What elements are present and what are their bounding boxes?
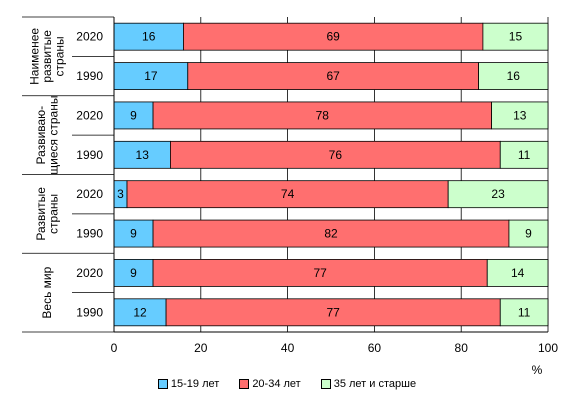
x-tick-label-60: 60 xyxy=(368,341,382,355)
year-label-g1-1990: 1990 xyxy=(76,148,103,162)
bar-g3-2020-s0 xyxy=(113,259,154,287)
legend-swatch-35-plus xyxy=(320,379,331,389)
year-label-g0-2020: 2020 xyxy=(76,30,103,44)
year-label-g1-2020: 2020 xyxy=(76,108,103,122)
data-label-g3-1990-s1: 77 xyxy=(326,305,340,319)
x-tick-label-100: 100 xyxy=(538,341,558,355)
data-label-g3-2020-s0: 9 xyxy=(130,266,137,280)
bar-g0-2020-s2 xyxy=(482,22,549,51)
data-label-g1-2020-s2: 13 xyxy=(513,108,527,122)
data-label-g1-2020-s0: 9 xyxy=(130,108,137,122)
legend-item-20-34: 20-34 лет xyxy=(239,376,301,392)
group-label-0-line-2: страны xyxy=(53,36,67,76)
group-label-3-line-0: Весь мир xyxy=(40,266,54,318)
data-label-g3-1990-s2: 11 xyxy=(518,305,531,319)
legend-label-15-19: 15-19 лет xyxy=(170,378,220,390)
bar-g2-1990-s0 xyxy=(113,219,154,248)
x-tick-label-40: 40 xyxy=(281,341,295,355)
data-label-g0-2020-s0: 16 xyxy=(142,30,156,44)
year-label-g3-2020: 2020 xyxy=(76,266,103,280)
group-label-1-line-1: щиеся страны xyxy=(46,96,60,175)
data-label-g3-2020-s2: 14 xyxy=(511,266,525,280)
x-tick-label-80: 80 xyxy=(455,341,469,355)
legend-label-20-34: 20-34 лет xyxy=(252,378,301,390)
bar-g0-1990-s0 xyxy=(113,62,189,90)
data-label-g2-2020-s0: 3 xyxy=(117,187,124,201)
bar-g1-2020-s1 xyxy=(152,101,492,130)
data-label-g1-1990-s2: 11 xyxy=(518,148,531,162)
bar-g2-1990-s2 xyxy=(508,219,549,248)
x-tick-label-20: 20 xyxy=(194,341,208,355)
group-label-1-line-0: Развиваю- xyxy=(34,106,48,165)
data-label-g1-1990-s1: 76 xyxy=(329,148,343,162)
legend: 15-19 лет 20-34 лет 35 лет и старше xyxy=(0,376,574,392)
bar-g2-2020-s1 xyxy=(126,180,449,209)
legend-label-35-plus: 35 лет и старше xyxy=(333,378,417,390)
x-tick-label-0: 0 xyxy=(111,341,118,355)
bar-g2-2020-s2 xyxy=(447,180,549,209)
year-label-g2-2020: 2020 xyxy=(76,187,103,201)
bar-g0-2020-s0 xyxy=(113,22,184,51)
bar-g2-1990-s1 xyxy=(152,219,510,248)
data-label-g2-2020-s1: 74 xyxy=(281,187,295,201)
data-label-g0-1990-s0: 17 xyxy=(144,69,158,83)
legend-swatch-15-19 xyxy=(157,379,168,389)
group-label-2-line-1: страны xyxy=(46,194,60,234)
bar-g3-2020-s1 xyxy=(152,259,488,287)
x-axis-unit-label: % xyxy=(532,363,543,377)
data-label-g0-1990-s1: 67 xyxy=(326,69,340,83)
bar-g1-2020-s0 xyxy=(113,101,154,130)
bar-g1-1990-s2 xyxy=(499,140,549,169)
data-label-g1-1990-s0: 13 xyxy=(136,148,150,162)
group-label-2-line-0: Развитые xyxy=(34,187,48,241)
data-label-g3-2020-s1: 77 xyxy=(313,266,327,280)
bar-g3-2020-s2 xyxy=(486,259,549,287)
data-label-g0-2020-s2: 15 xyxy=(509,30,523,44)
bar-g3-1990-s2 xyxy=(499,298,549,327)
data-label-g2-1990-s1: 82 xyxy=(324,227,338,241)
data-label-g3-1990-s0: 12 xyxy=(133,305,147,319)
bar-g1-2020-s2 xyxy=(491,101,549,130)
data-label-g2-1990-s0: 9 xyxy=(130,227,137,241)
group-label-0-line-0: Наименее xyxy=(28,28,42,85)
data-label-g0-2020-s1: 69 xyxy=(326,30,340,44)
data-label-g2-1990-s2: 9 xyxy=(525,227,532,241)
legend-swatch-20-34 xyxy=(239,379,250,389)
data-label-g0-1990-s2: 16 xyxy=(507,69,521,83)
bar-g3-1990-s1 xyxy=(165,298,501,327)
year-label-g3-1990: 1990 xyxy=(76,305,103,319)
data-label-g1-2020-s1: 78 xyxy=(316,108,330,122)
data-label-g2-2020-s2: 23 xyxy=(491,187,505,201)
group-label-0-line-1: развитые xyxy=(40,30,54,83)
legend-item-15-19: 15-19 лет xyxy=(157,376,220,392)
year-label-g0-1990: 1990 xyxy=(76,69,103,83)
bar-g0-1990-s1 xyxy=(187,62,479,90)
bar-g3-1990-s0 xyxy=(113,298,167,327)
legend-item-35-plus: 35 лет и старше xyxy=(320,376,417,392)
bar-g1-1990-s0 xyxy=(113,140,171,169)
bar-g1-1990-s1 xyxy=(170,140,501,169)
bar-g0-1990-s2 xyxy=(478,62,549,90)
year-label-g2-1990: 1990 xyxy=(76,227,103,241)
